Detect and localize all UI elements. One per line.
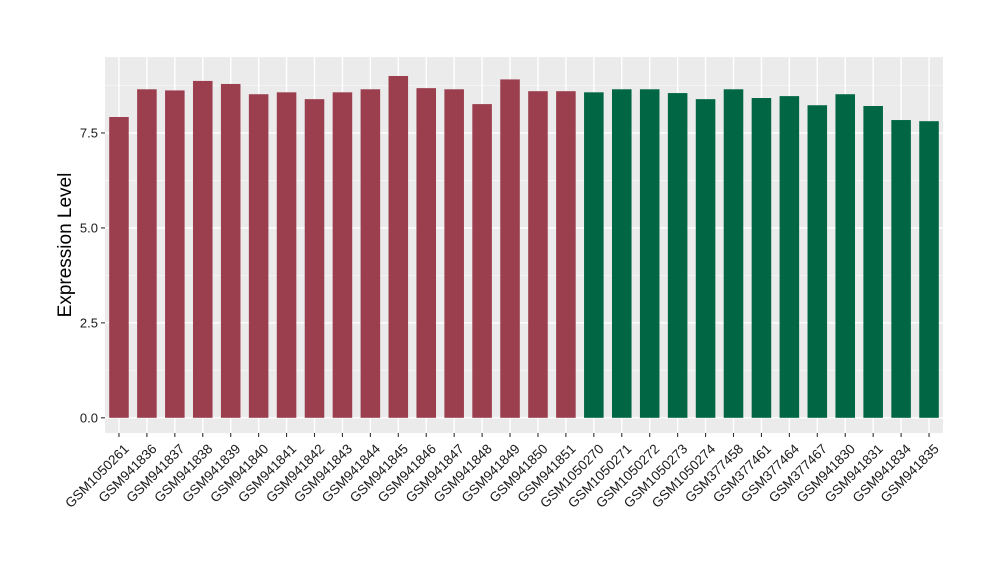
y-tick-label: 7.5 <box>80 125 98 140</box>
bar-GSM377464 <box>779 96 800 418</box>
y-tick-label: 0.0 <box>80 410 98 425</box>
bar-GSM941845 <box>388 75 409 418</box>
bar-GSM941835 <box>919 121 939 418</box>
bar-GSM941851 <box>556 91 576 418</box>
bar-GSM1050273 <box>667 93 688 418</box>
bar-GSM941837 <box>165 90 185 418</box>
bar-GSM1050272 <box>639 89 660 418</box>
bar-GSM1050270 <box>584 92 604 418</box>
bar-GSM1050261 <box>109 117 129 418</box>
bar-GSM377467 <box>807 105 828 418</box>
y-tick-label: 5.0 <box>80 220 98 235</box>
bar-GSM1050271 <box>611 89 632 418</box>
bar-GSM941838 <box>192 80 213 418</box>
bar-GSM377461 <box>751 98 772 418</box>
y-axis: 0.0 2.5 5.0 7.5 <box>80 125 105 425</box>
bar-GSM941840 <box>248 94 269 418</box>
bar-GSM941830 <box>835 94 856 418</box>
bar-GSM941850 <box>528 91 548 418</box>
bar-GSM941836 <box>137 89 157 418</box>
bar-GSM1050274 <box>695 99 716 418</box>
y-axis-title: Expression Level <box>55 173 76 318</box>
bar-GSM941841 <box>276 92 297 418</box>
bar-GSM377458 <box>723 89 744 418</box>
bar-GSM941848 <box>472 104 492 418</box>
bar-GSM941849 <box>500 79 520 418</box>
x-axis: GSM1050261GSM941836GSM941837GSM941838GSM… <box>62 433 942 511</box>
bars <box>109 75 939 418</box>
y-tick-label: 2.5 <box>80 315 98 330</box>
bar-GSM941842 <box>304 99 325 418</box>
bar-GSM941844 <box>360 89 381 418</box>
bar-GSM941846 <box>416 88 437 418</box>
bar-GSM941834 <box>891 120 911 418</box>
bar-GSM941831 <box>863 105 883 418</box>
bar-GSM941843 <box>332 92 353 418</box>
bar-GSM941839 <box>220 83 241 418</box>
bar-GSM941847 <box>444 89 464 418</box>
